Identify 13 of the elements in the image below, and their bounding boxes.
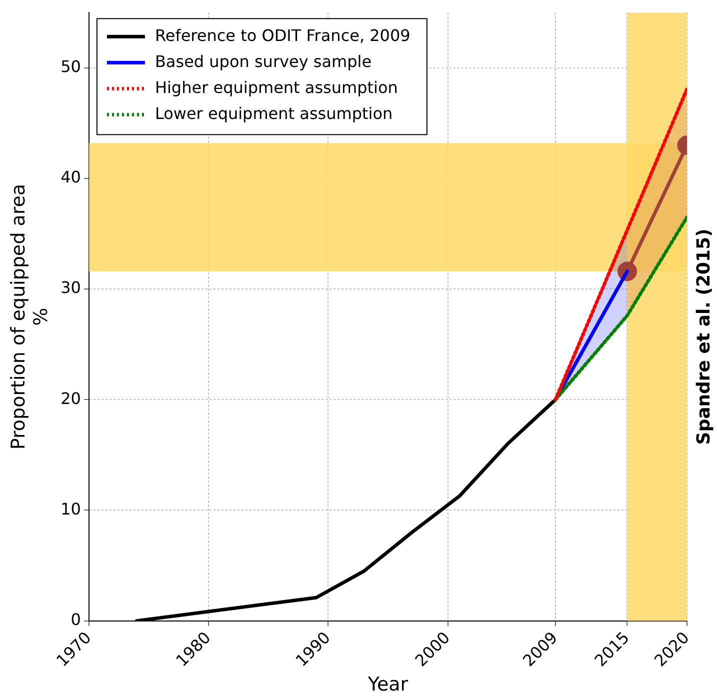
y-tick-label: 30	[60, 278, 81, 298]
y-axis-title: Proportion of equipped area %	[7, 184, 52, 450]
legend-label: Reference to ODIT France, 2009	[154, 26, 410, 45]
y-tick-label: 50	[60, 57, 81, 76]
legend-label: Higher equipment assumption	[154, 78, 398, 97]
y-tick-label: 40	[60, 168, 81, 187]
y-tick-label: 10	[60, 499, 81, 518]
legend-label: Based upon survey sample	[154, 52, 372, 71]
y-tick-label: 0	[70, 610, 81, 629]
y-tick-label: 20	[60, 388, 81, 408]
text: Spandre et al. (2015)	[694, 228, 715, 445]
legend-label: Lower equipment assumption	[154, 104, 393, 123]
x-axis-title: Year	[366, 674, 408, 696]
